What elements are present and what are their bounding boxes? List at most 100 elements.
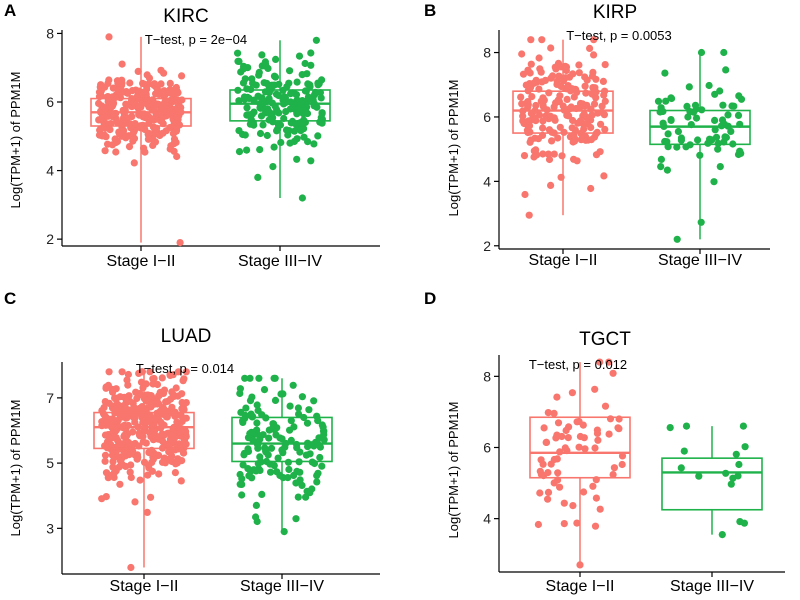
data-point (259, 431, 267, 439)
data-point (124, 370, 132, 379)
data-point (140, 88, 148, 96)
data-point (554, 469, 562, 477)
y-tick-label: 5 (46, 455, 54, 471)
x-tick-label: Stage III−IV (240, 578, 324, 595)
data-point (705, 81, 713, 90)
data-point (144, 135, 152, 143)
data-point (741, 443, 749, 451)
data-point (521, 190, 529, 199)
data-point (519, 112, 527, 120)
data-point (520, 152, 529, 160)
box-group-stage-i-ii (529, 358, 631, 569)
data-point (248, 474, 256, 482)
data-point (253, 401, 261, 409)
data-point (260, 79, 268, 87)
data-point (245, 111, 253, 119)
box-group-stage-iii-iv (661, 422, 763, 539)
data-point (303, 487, 311, 495)
data-point (253, 430, 261, 438)
data-point (239, 65, 247, 73)
data-point (147, 392, 155, 400)
x-tick-label: Stage I−II (546, 578, 615, 595)
data-point (98, 132, 106, 140)
data-point (129, 447, 137, 455)
data-point (272, 431, 280, 439)
data-point (279, 449, 287, 457)
data-point (295, 410, 303, 418)
data-point (691, 101, 700, 109)
data-point (266, 460, 274, 468)
data-point (177, 412, 185, 420)
box-group-stage-iii-iv (231, 374, 333, 536)
data-point (131, 498, 139, 506)
data-point (550, 103, 558, 111)
data-point (267, 468, 275, 476)
data-point (158, 458, 167, 466)
data-point (270, 374, 278, 382)
data-point (146, 368, 154, 376)
data-point (556, 123, 564, 131)
data-point (316, 443, 324, 451)
data-point (553, 80, 561, 88)
y-tick-label: 8 (483, 45, 491, 61)
data-point (249, 436, 257, 444)
data-point (545, 89, 553, 97)
y-axis-label: Log(TPM+1) of PPM1M (8, 400, 23, 537)
data-point (573, 519, 581, 527)
data-point (144, 101, 152, 109)
data-point (253, 419, 261, 427)
data-point (243, 146, 251, 154)
data-point (654, 97, 663, 105)
data-point (169, 409, 177, 418)
data-point (134, 67, 142, 75)
data-point (562, 74, 570, 82)
data-point (104, 443, 112, 452)
data-point (728, 102, 736, 110)
data-point (714, 139, 722, 147)
data-point (128, 87, 136, 95)
data-point (301, 107, 309, 115)
data-point (172, 460, 180, 468)
data-point (601, 97, 609, 105)
panel-a: A KIRC Log(TPM+1) of PPM1M 2 4 6 8 Stage I−II St… (4, 1, 380, 270)
data-point (266, 83, 274, 91)
data-point (151, 125, 159, 133)
data-point (172, 138, 180, 146)
data-point (123, 450, 131, 458)
data-point (151, 138, 160, 146)
data-point (596, 358, 604, 366)
y-tick-label: 7 (46, 390, 54, 406)
data-point (519, 70, 528, 78)
data-point (280, 93, 289, 101)
data-point (145, 449, 153, 457)
data-point (680, 447, 688, 455)
data-point (256, 453, 264, 461)
data-point (246, 430, 254, 438)
data-point (294, 106, 302, 114)
panel-d: D TGCT Log(TPM+1) of PPM1M 4 6 8 Stage I−II Sta… (424, 289, 785, 595)
data-point (666, 424, 674, 432)
data-point (112, 395, 120, 403)
data-point (134, 453, 142, 461)
y-tick-label: 4 (46, 163, 54, 179)
data-point (538, 36, 546, 44)
data-point (536, 65, 544, 73)
data-point (116, 412, 124, 420)
panel-letter: C (4, 289, 16, 308)
data-point (310, 140, 318, 148)
data-point (581, 82, 589, 90)
data-point (293, 78, 301, 86)
y-axis-label: Log(TPM+1) of PPM1M (446, 80, 461, 217)
chart-title: KIRC (163, 6, 208, 27)
data-point (694, 136, 702, 144)
data-point (568, 389, 577, 397)
data-point (534, 520, 543, 529)
data-point (111, 135, 119, 143)
data-point (111, 405, 119, 413)
data-point (122, 432, 131, 440)
data-point (538, 78, 546, 86)
data-point (241, 131, 249, 139)
data-point (287, 417, 295, 425)
data-point (580, 488, 588, 496)
data-point (682, 422, 691, 430)
